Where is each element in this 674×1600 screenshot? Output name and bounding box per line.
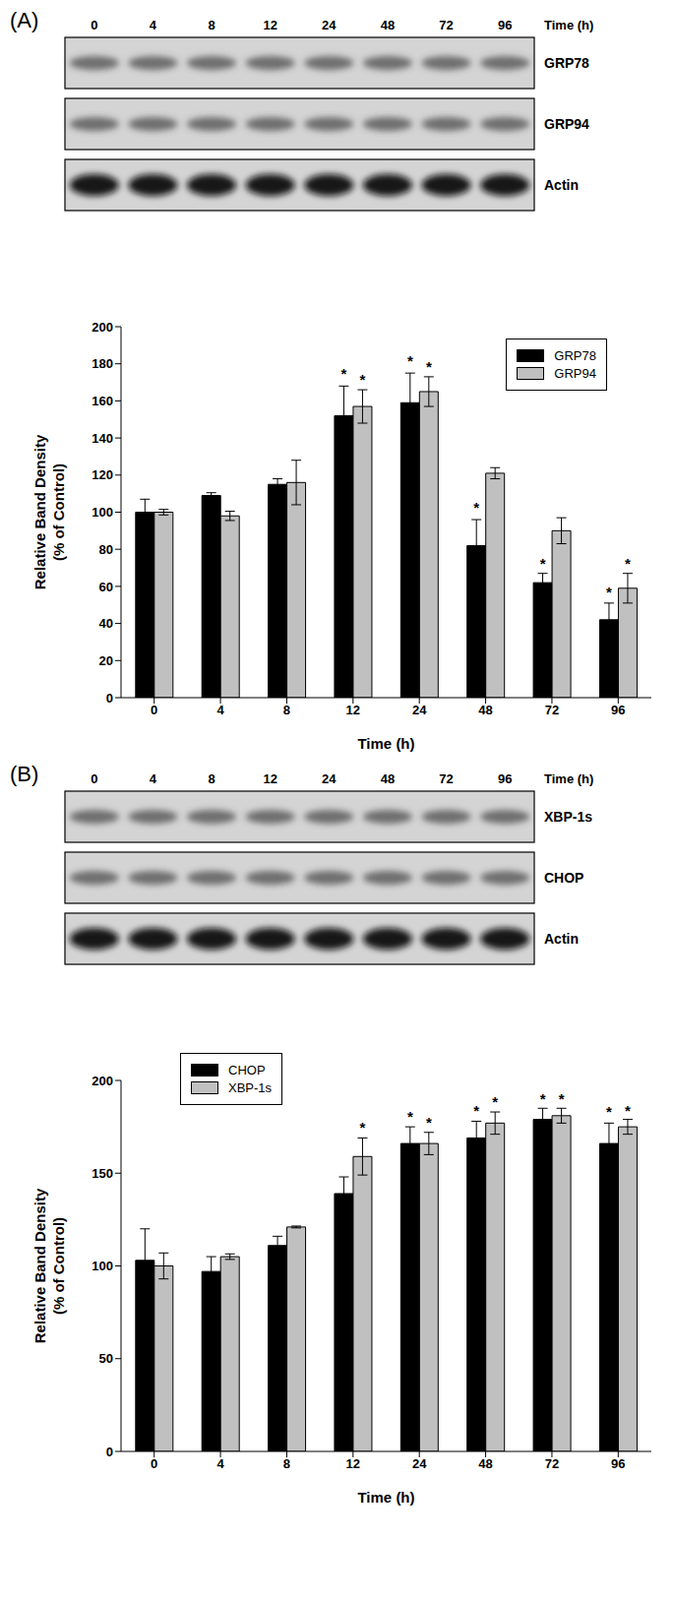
svg-text:48: 48: [478, 1456, 492, 1471]
svg-text:4: 4: [216, 1456, 225, 1471]
svg-text:*: *: [606, 1102, 613, 1120]
svg-text:200: 200: [91, 319, 114, 335]
svg-text:120: 120: [91, 467, 114, 483]
svg-text:*: *: [540, 554, 547, 572]
svg-text:12: 12: [346, 702, 361, 718]
svg-text:*: *: [407, 1107, 414, 1125]
svg-text:4: 4: [149, 17, 158, 33]
svg-text:12: 12: [262, 771, 277, 787]
svg-text:60: 60: [99, 579, 114, 595]
svg-text:12: 12: [346, 1456, 361, 1471]
svg-text:*: *: [624, 1102, 631, 1119]
svg-text:GRP94: GRP94: [544, 116, 590, 132]
svg-text:180: 180: [91, 356, 114, 371]
svg-text:Time (h): Time (h): [544, 771, 594, 787]
svg-text:48: 48: [380, 771, 395, 787]
svg-text:0: 0: [106, 1444, 114, 1460]
svg-text:24: 24: [321, 17, 337, 33]
svg-text:96: 96: [497, 771, 512, 787]
svg-text:Time (h): Time (h): [544, 17, 594, 33]
svg-text:20: 20: [99, 653, 114, 669]
svg-text:24: 24: [412, 1456, 428, 1471]
svg-text:80: 80: [99, 542, 114, 557]
html-text:CHOP: CHOP: [228, 1062, 266, 1078]
svg-text:8: 8: [207, 17, 215, 33]
svg-text:8: 8: [283, 702, 291, 718]
svg-text:72: 72: [438, 771, 453, 787]
svg-text:(B): (B): [9, 761, 39, 787]
svg-text:CHOP: CHOP: [544, 869, 584, 886]
svg-text:100: 100: [91, 504, 114, 520]
svg-text:*: *: [558, 1090, 565, 1107]
svg-text:0: 0: [150, 1456, 158, 1471]
svg-text:48: 48: [478, 702, 492, 718]
svg-text:12: 12: [262, 17, 277, 33]
svg-text:50: 50: [99, 1350, 114, 1366]
svg-text:160: 160: [91, 393, 114, 409]
svg-text:96: 96: [611, 1456, 625, 1471]
svg-text:Actin: Actin: [544, 177, 579, 193]
svg-text:72: 72: [545, 702, 559, 718]
svg-text:48: 48: [380, 17, 395, 33]
svg-text:Relative Band Density(% of Con: Relative Band Density(% of Control): [31, 433, 67, 590]
html-text:GRP78: GRP78: [554, 348, 597, 364]
svg-text:4: 4: [216, 702, 225, 718]
svg-text:*: *: [624, 554, 631, 572]
svg-text:200: 200: [91, 1073, 114, 1089]
svg-text:*: *: [407, 352, 414, 369]
svg-text:Time (h): Time (h): [357, 735, 415, 752]
svg-text:0: 0: [90, 17, 98, 33]
svg-text:*: *: [426, 358, 432, 375]
svg-text:Time (h): Time (h): [357, 1488, 415, 1506]
svg-text:150: 150: [91, 1165, 114, 1181]
svg-text:72: 72: [438, 17, 453, 33]
svg-text:4: 4: [149, 771, 158, 787]
svg-text:*: *: [606, 583, 613, 601]
svg-text:*: *: [491, 1093, 498, 1110]
svg-text:*: *: [360, 370, 367, 388]
svg-text:140: 140: [91, 430, 114, 446]
html-text:XBP-1s: XBP-1s: [228, 1080, 272, 1096]
svg-text:*: *: [341, 365, 348, 382]
html-text:GRP94: GRP94: [554, 366, 597, 381]
svg-text:Relative Band Density(% of Con: Relative Band Density(% of Control): [31, 1187, 67, 1344]
svg-text:0: 0: [90, 771, 98, 787]
svg-text:40: 40: [99, 615, 114, 631]
svg-text:*: *: [473, 498, 480, 516]
svg-text:96: 96: [611, 702, 625, 718]
svg-text:*: *: [540, 1090, 547, 1107]
svg-text:0: 0: [106, 690, 114, 706]
svg-text:GRP78: GRP78: [544, 55, 590, 71]
svg-text:*: *: [360, 1118, 367, 1136]
svg-text:96: 96: [497, 17, 512, 33]
svg-text:(A): (A): [9, 7, 39, 33]
svg-text:*: *: [473, 1102, 480, 1119]
svg-text:24: 24: [412, 702, 428, 718]
svg-text:72: 72: [545, 1456, 559, 1471]
svg-text:*: *: [426, 1113, 432, 1131]
svg-text:Actin: Actin: [544, 930, 579, 947]
svg-text:8: 8: [207, 771, 215, 787]
svg-text:0: 0: [150, 702, 158, 718]
svg-text:XBP-1s: XBP-1s: [544, 808, 593, 825]
svg-text:24: 24: [321, 771, 337, 787]
svg-text:100: 100: [91, 1258, 114, 1274]
svg-text:8: 8: [283, 1456, 291, 1471]
